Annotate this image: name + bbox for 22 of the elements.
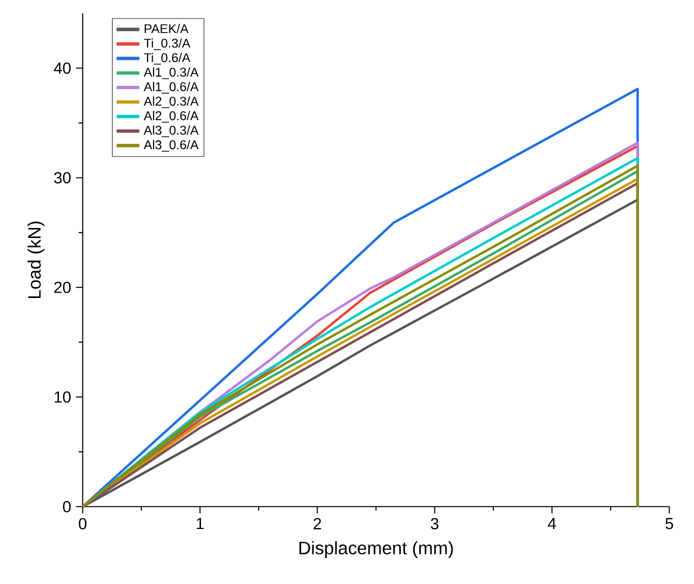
x-tick-label: 2 — [314, 518, 321, 530]
y-tick-label: 20 — [54, 282, 71, 294]
y-axis-title: Load (kN) — [28, 222, 44, 298]
legend-label: Al1_0.3/A — [144, 67, 199, 80]
x-tick-label: 3 — [430, 518, 438, 530]
x-tick-label: 5 — [666, 518, 674, 530]
legend-label: Al3_0.3/A — [144, 125, 199, 138]
x-tick-label: 4 — [548, 518, 556, 530]
x-tick-label: 1 — [196, 518, 204, 530]
y-tick-label: 30 — [54, 172, 71, 184]
y-tick-label: 0 — [63, 500, 71, 512]
y-tick-label: 40 — [54, 62, 71, 74]
legend-label: Al2_0.6/A — [144, 110, 199, 123]
legend-label: Al2_0.3/A — [144, 96, 199, 108]
legend-label: Al1_0.6/A — [144, 82, 199, 94]
x-axis-title: Displacement (mm) — [299, 541, 453, 558]
legend-label: Al3_0.6/A — [144, 140, 199, 152]
x-tick-label: 0 — [78, 518, 86, 530]
legend-label: Ti_0.3/A — [144, 38, 190, 50]
y-tick-label: 10 — [54, 391, 71, 403]
legend-label: Ti_0.6/A — [144, 52, 190, 65]
legend-label: PAEK/A — [144, 24, 189, 34]
